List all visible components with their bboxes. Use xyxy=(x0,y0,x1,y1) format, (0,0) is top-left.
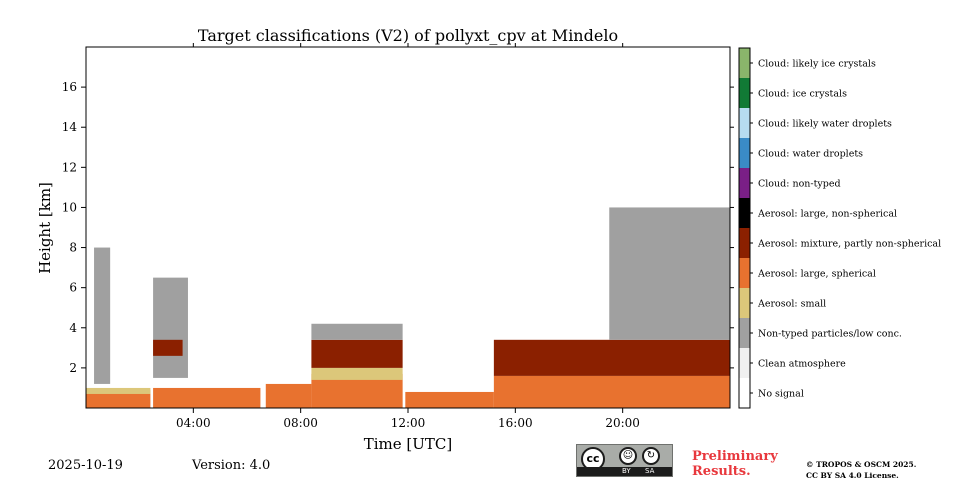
x-tick-label-2: 12:00 xyxy=(391,416,426,430)
legend-swatch-9 xyxy=(739,108,750,138)
footer-version: Version: 4.0 xyxy=(192,458,271,473)
attribution-icon: ☺ xyxy=(619,447,637,465)
class-region-5 xyxy=(153,387,261,408)
y-tick-label-3: 8 xyxy=(69,241,77,255)
legend-swatch-11 xyxy=(739,48,750,78)
legend-label-7: Cloud: non-typed xyxy=(758,179,841,190)
y-tick-label-7: 16 xyxy=(62,80,77,94)
legend-swatch-6 xyxy=(739,198,750,228)
class-region-12 xyxy=(493,375,730,408)
copyright-line-1: © TROPOS & OSCM 2025. xyxy=(806,460,917,469)
share-alike-icon: ↻ xyxy=(642,447,660,465)
legend-frame xyxy=(738,47,751,409)
legend-colorbar: No signal Clean atmosphere Non-typed parti… xyxy=(738,47,941,409)
legend-swatch-10 xyxy=(739,78,750,108)
plot-data xyxy=(86,207,730,408)
legend-label-10: Cloud: ice crystals xyxy=(758,89,847,100)
class-region-10 xyxy=(311,323,403,340)
class-region-13 xyxy=(493,339,730,376)
legend-label-9: Cloud: likely water droplets xyxy=(758,119,892,130)
legend-swatch-3 xyxy=(739,288,750,318)
y-tick-label-6: 14 xyxy=(62,120,78,134)
preliminary-line-2: Results. xyxy=(692,464,751,479)
y-axis: 2 4 6 8 10 12 14 16 xyxy=(62,80,734,375)
class-region-0 xyxy=(86,389,151,408)
x-axis-label: Time [UTC] xyxy=(364,435,453,453)
y-axis-label: Height [km] xyxy=(36,182,54,274)
y-tick-label-1: 4 xyxy=(69,321,77,335)
legend-label-5: Aerosol: mixture, partly non-spherical xyxy=(757,239,941,250)
class-region-8 xyxy=(311,367,403,380)
legend-label-8: Cloud: water droplets xyxy=(758,149,863,160)
class-region-1 xyxy=(86,387,151,394)
y-tick-label-4: 10 xyxy=(62,200,77,214)
copyright-line-2: CC BY SA 4.0 License. xyxy=(806,471,899,480)
legend-label-6: Aerosol: large, non-spherical xyxy=(757,209,897,220)
y-tick-label-0: 2 xyxy=(69,361,77,375)
class-region-2 xyxy=(94,247,111,384)
copyright-notice: © TROPOS & OSCM 2025. CC BY SA 4.0 Licen… xyxy=(806,459,916,481)
legend-swatch-1 xyxy=(739,348,750,378)
legend-swatch-2 xyxy=(739,318,750,348)
class-region-4 xyxy=(153,339,183,356)
footer-date: 2025-10-19 xyxy=(48,458,123,473)
preliminary-line-1: Preliminary xyxy=(692,449,778,464)
legend-swatch-7 xyxy=(739,168,750,198)
class-region-3 xyxy=(153,277,188,378)
x-axis: 04:00 08:00 12:00 16:00 20:00 xyxy=(176,43,640,430)
license-by-label: BY xyxy=(622,467,631,475)
class-region-14 xyxy=(609,207,730,340)
legend-label-3: Aerosol: small xyxy=(757,299,826,310)
class-region-6 xyxy=(265,383,312,408)
legend-swatch-0 xyxy=(739,378,750,408)
license-badge-bar: BY SA xyxy=(577,467,672,476)
legend-label-2: Non-typed particles/low conc. xyxy=(758,329,902,340)
license-badge[interactable]: cc ☺ ↻ BY SA xyxy=(576,444,673,477)
chart-title: Target classifications (V2) of pollyxt_c… xyxy=(198,26,618,45)
class-region-9 xyxy=(311,339,403,368)
y-tick-label-2: 6 xyxy=(69,281,77,295)
x-tick-label-3: 16:00 xyxy=(498,416,533,430)
x-tick-label-0: 04:00 xyxy=(176,416,211,430)
legend-swatch-4 xyxy=(739,258,750,288)
license-sa-label: SA xyxy=(645,467,655,475)
x-tick-label-1: 08:00 xyxy=(283,416,318,430)
x-tick-label-4: 20:00 xyxy=(605,416,640,430)
preliminary-notice: Preliminary Results. xyxy=(692,449,778,479)
legend-swatch-5 xyxy=(739,228,750,258)
legend-label-11: Cloud: likely ice crystals xyxy=(758,59,876,70)
y-tick-label-5: 12 xyxy=(62,160,77,174)
legend-label-0: No signal xyxy=(758,389,804,400)
class-region-11 xyxy=(405,391,494,408)
legend-label-1: Clean atmosphere xyxy=(758,359,846,370)
legend-swatch-8 xyxy=(739,138,750,168)
legend-label-4: Aerosol: large, spherical xyxy=(757,269,876,280)
